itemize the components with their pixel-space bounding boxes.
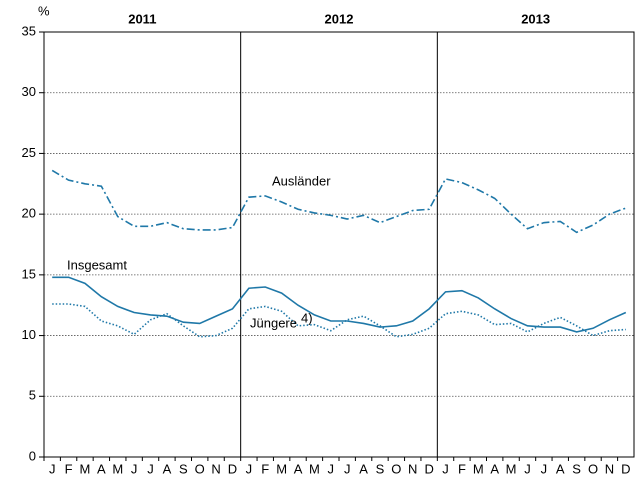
year-label: 2011 [128, 11, 156, 26]
year-label: 2012 [325, 11, 354, 26]
x-tick-label: F [65, 461, 73, 476]
x-tick-label: S [572, 461, 581, 476]
x-tick-label: A [490, 461, 499, 476]
y-tick-label: 10 [22, 327, 36, 342]
x-tick-label: M [309, 461, 320, 476]
x-tick-label: J [524, 461, 531, 476]
x-tick-label: N [408, 461, 417, 476]
y-tick-label: 5 [29, 388, 36, 403]
series-line [51, 169, 627, 234]
x-tick-label: M [112, 461, 123, 476]
x-tick-label: M [506, 461, 517, 476]
x-tick-label: F [261, 461, 269, 476]
x-tick-label: O [391, 461, 401, 476]
x-tick-label: J [49, 461, 56, 476]
x-tick-label: M [80, 461, 91, 476]
year-label: 2013 [521, 11, 550, 26]
plot-frame [43, 31, 635, 458]
x-tick-label: J [147, 461, 154, 476]
series-label: Insgesamt [67, 257, 127, 272]
x-tick-label: A [359, 461, 368, 476]
x-tick-label: S [376, 461, 385, 476]
x-tick-label: M [276, 461, 287, 476]
y-unit: % [38, 3, 50, 18]
y-tick-label: 35 [22, 23, 36, 38]
x-tick-label: O [588, 461, 598, 476]
y-tick-label: 30 [22, 84, 36, 99]
x-tick-label: F [458, 461, 466, 476]
y-tick-label: 20 [22, 206, 36, 221]
x-tick-label: J [328, 461, 335, 476]
x-tick-label: A [294, 461, 303, 476]
x-tick-label: J [541, 461, 548, 476]
x-tick-label: A [97, 461, 106, 476]
x-tick-label: N [605, 461, 614, 476]
x-tick-label: M [473, 461, 484, 476]
x-tick-label: D [424, 461, 433, 476]
series-label: Ausländer [272, 173, 331, 188]
y-tick-label: 25 [22, 145, 36, 160]
series-label: Jüngere [250, 315, 297, 330]
x-tick-label: N [211, 461, 220, 476]
x-tick-label: J [442, 461, 449, 476]
x-tick-label: D [621, 461, 630, 476]
x-tick-label: O [195, 461, 205, 476]
x-tick-label: J [344, 461, 351, 476]
x-tick-label: D [228, 461, 237, 476]
y-tick-label: 0 [29, 448, 36, 463]
y-tick-label: 15 [22, 266, 36, 281]
series-label-note: 4) [301, 310, 313, 325]
x-tick-label: J [131, 461, 138, 476]
x-tick-label: J [246, 461, 253, 476]
series-line [52, 276, 627, 333]
x-tick-label: S [179, 461, 188, 476]
x-tick-label: A [163, 461, 172, 476]
series-line [52, 303, 626, 338]
x-tick-label: A [556, 461, 565, 476]
